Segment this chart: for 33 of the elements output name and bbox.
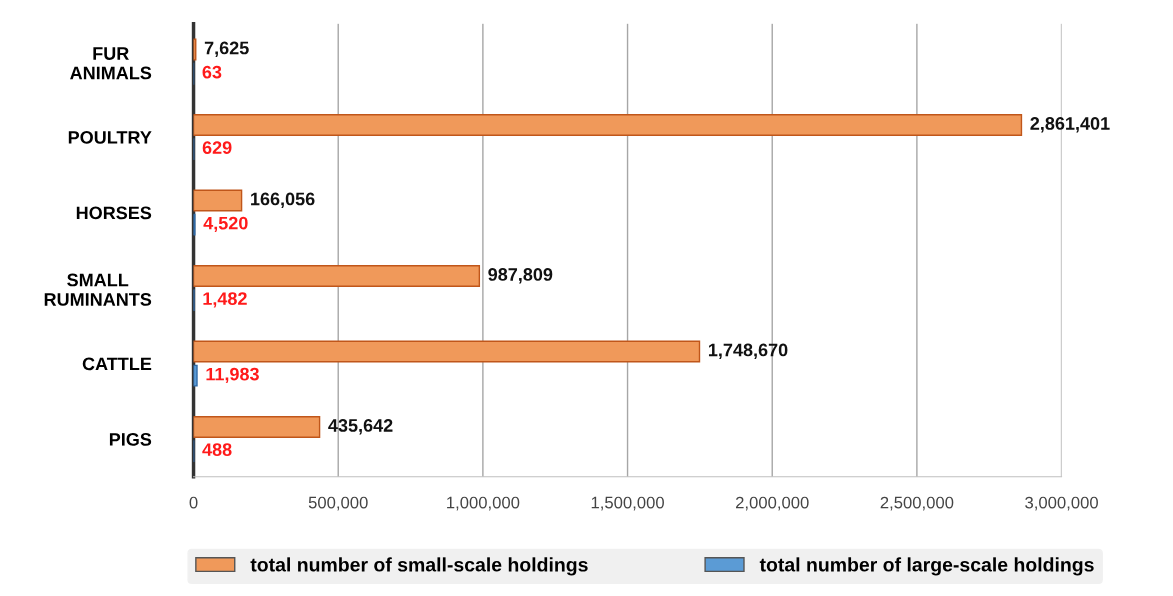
- y-tick-label: HORSES: [76, 206, 152, 220]
- y-tick-label: CATTLE: [82, 357, 152, 371]
- data-label: 4,520: [203, 216, 248, 233]
- x-tick-label: 1,500,000: [591, 496, 664, 511]
- data-label: 488: [202, 443, 232, 456]
- data-label: 166,056: [251, 192, 315, 208]
- y-tick-label: SMALL RUMINANTS: [44, 273, 152, 306]
- bar: [193, 364, 198, 387]
- y-tick-label: POULTRY: [68, 131, 152, 144]
- x-tick-label: 2,000,000: [735, 496, 809, 511]
- x-tick-label: 3,000,000: [1025, 496, 1098, 511]
- bar: [193, 189, 243, 212]
- legend-label: total number of small-scale holdings: [250, 557, 588, 576]
- legend-label: total number of large-scale holdings: [759, 557, 1094, 576]
- bar: [193, 265, 481, 287]
- data-label: 2,861,401: [1030, 117, 1110, 133]
- data-label: 7,625: [204, 41, 249, 57]
- data-label: 11,983: [206, 367, 259, 384]
- data-label: 63: [202, 65, 222, 79]
- y-tick-label: PIGS: [109, 432, 152, 446]
- data-label: 1,482: [203, 292, 247, 308]
- x-tick-label: 0: [189, 496, 198, 509]
- x-tick-label: 2,500,000: [880, 496, 954, 511]
- data-label: 435,642: [328, 419, 393, 435]
- bar: [193, 416, 321, 438]
- data-label: 1,748,670: [708, 343, 788, 359]
- y-tick-label: FUR ANIMALS: [70, 47, 152, 80]
- bar: [193, 114, 1023, 136]
- bar: [193, 340, 701, 363]
- x-tick-label: 1,000,000: [447, 496, 520, 511]
- data-label: 987,809: [488, 268, 553, 284]
- x-tick-label: 500,000: [308, 496, 368, 511]
- data-label: 629: [202, 141, 232, 155]
